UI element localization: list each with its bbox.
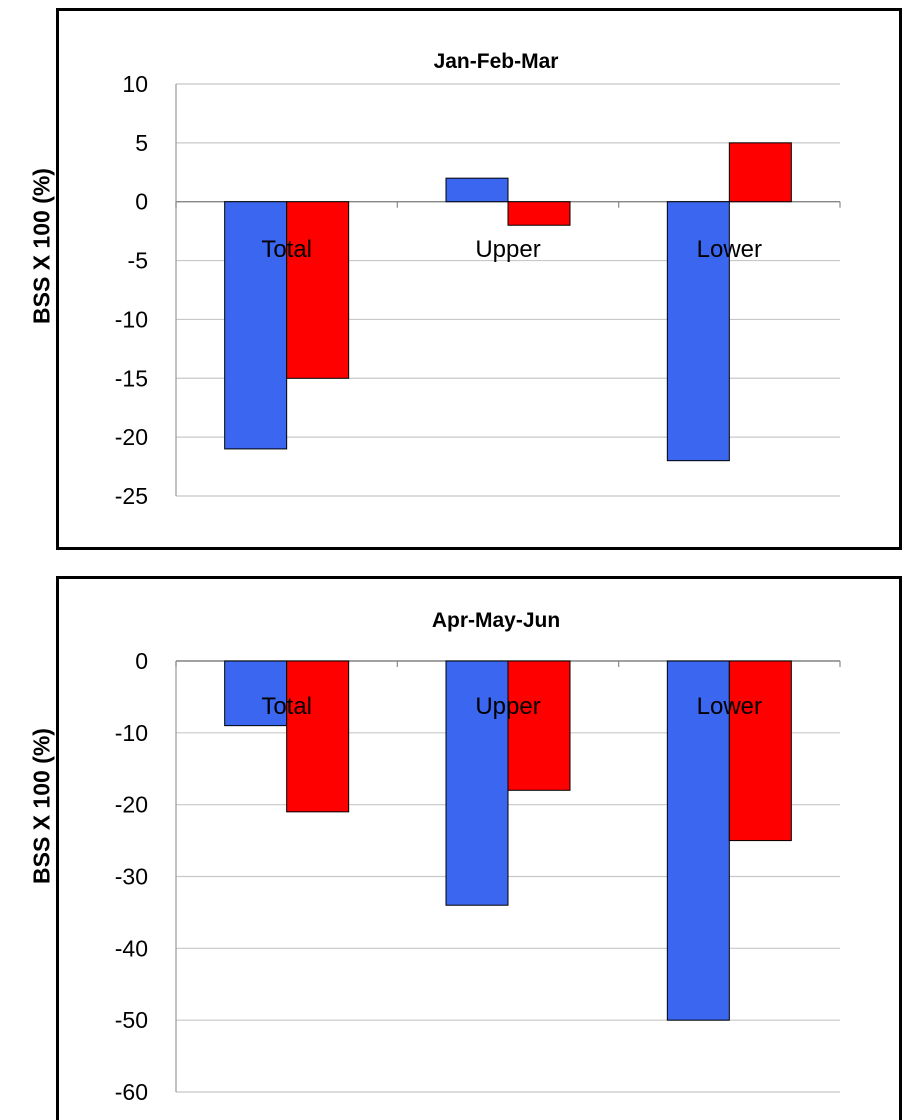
bar	[286, 660, 350, 813]
bar	[445, 660, 509, 906]
y-tick-label: -15	[115, 365, 148, 391]
category-label: Upper	[475, 236, 540, 263]
y-tick-label: -10	[115, 306, 148, 332]
chart-title: Jan-Feb-Mar	[434, 50, 559, 73]
bar	[728, 660, 792, 842]
y-tick-label: -20	[115, 424, 148, 450]
y-tick-label: -25	[115, 483, 148, 509]
bar	[224, 201, 288, 450]
category-label: Upper	[475, 693, 540, 720]
chart-panel-top	[56, 8, 902, 550]
bar	[666, 201, 730, 462]
category-label: Total	[261, 236, 312, 263]
y-tick-label: -20	[115, 792, 148, 818]
bar	[445, 177, 509, 203]
bar	[507, 201, 571, 226]
bar	[728, 142, 792, 203]
bar	[286, 201, 350, 379]
y-tick-label: -10	[115, 720, 148, 746]
y-tick-label: -40	[115, 935, 148, 961]
category-label: Lower	[697, 693, 762, 720]
y-tick-label: 0	[135, 189, 148, 215]
y-tick-label: -60	[115, 1079, 148, 1105]
chart-title: Apr-May-Jun	[432, 609, 560, 632]
y-tick-label: 10	[122, 71, 148, 97]
y-tick-label: -5	[128, 248, 148, 274]
bar	[507, 660, 571, 791]
y-tick-label: -30	[115, 864, 148, 890]
y-tick-label: 0	[135, 648, 148, 674]
category-label: Total	[261, 693, 312, 720]
y-tick-label: 5	[135, 130, 148, 156]
category-label: Lower	[697, 236, 762, 263]
y-tick-label: -50	[115, 1007, 148, 1033]
